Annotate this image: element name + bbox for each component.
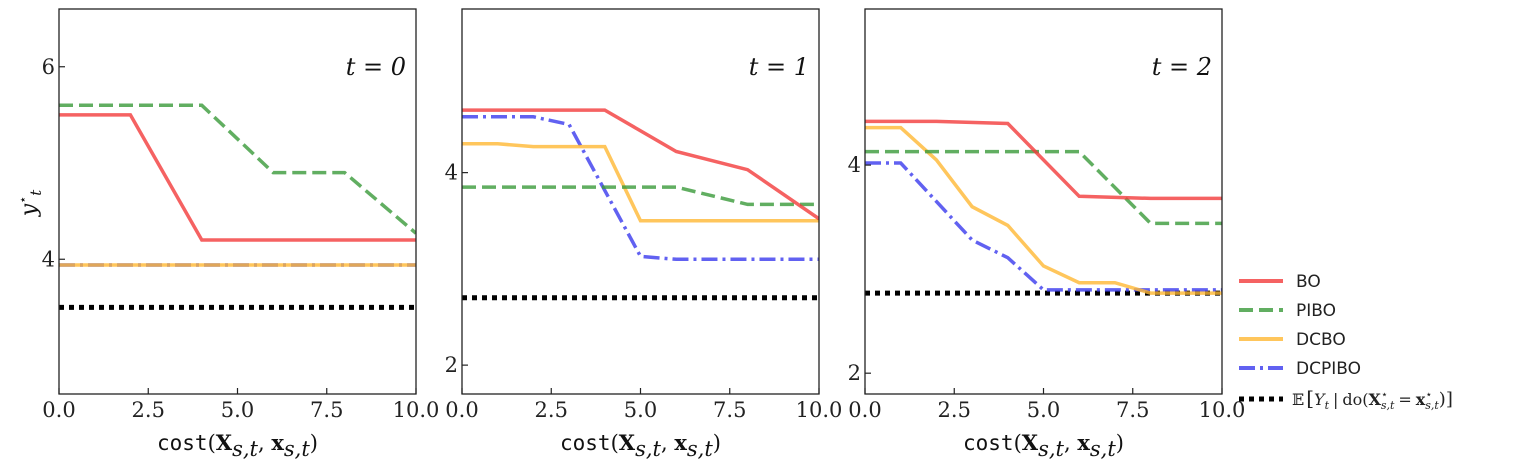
x-axis-label: cost(Xs,t, xs,t) [963,430,1124,461]
y-tick-label: 6 [42,55,55,79]
series-line-pibo [462,185,819,207]
x-tick-label: 5.0 [624,398,657,422]
series-line-pibo [59,103,416,235]
series-line-pibo [865,149,1222,226]
legend-label-dcpibo: DCPIBO [1296,359,1361,379]
legend-label-pibo: PIBO [1296,301,1336,321]
x-axis-label: cost(Xs,t, xs,t) [157,430,318,461]
y-tick-label: 4 [848,153,861,177]
series-line-bo [462,108,819,221]
series-line-dcpibo [865,161,1222,292]
panel-t1: 0.0 2.5 5.0 7.5 10.0 2 4 t = 1 cost(Xs,t, xs,t) [445,8,843,461]
legend: BO PIBO DCBO DCPIBO 𝔼 [Yt | do(X⋆ s,t = x⋆ s,t)… [1239,272,1453,412]
panel-annotation: t = 2 [1152,53,1212,81]
series-line-dcbo [865,125,1222,295]
x-tick-label: 2.5 [535,398,568,422]
y-tick-label: 4 [42,247,55,271]
x-tick-label: 7.5 [713,398,746,422]
x-tick-label: 10.0 [796,398,843,422]
panel-t2: 0.0 2.5 5.0 7.5 10.0 2 4 t = 2 cost(Xs,t, xs,t) [848,8,1246,461]
x-tick-label: 7.5 [1116,398,1149,422]
series-line-dcbo [462,142,819,223]
x-tick-label: 2.5 [938,398,971,422]
x-tick-label: 2.5 [132,398,165,422]
legend-label-dcbo: DCBO [1296,330,1346,350]
series-line-dcpibo [462,115,819,262]
x-tick-label: 0.0 [848,398,881,422]
y-tick-label: 4 [445,161,458,185]
series-line-bo [865,119,1222,201]
x-tick-label: 5.0 [1027,398,1060,422]
panel-annotation: t = 0 [346,53,406,81]
x-tick-label: 5.0 [221,398,254,422]
x-tick-label: 0.0 [445,398,478,422]
x-tick-label: 10.0 [1199,398,1246,422]
y-axis-label: y⋆t [16,189,45,218]
x-axis-label: cost(Xs,t, xs,t) [560,430,721,461]
x-tick-label: 10.0 [393,398,440,422]
y-tick-label: 2 [848,361,861,385]
panel-annotation: t = 1 [749,53,809,81]
legend-label-expectation: 𝔼 [Yt | do(X⋆ s,t = x⋆ s,t)] [1292,386,1453,412]
x-tick-label: 7.5 [310,398,343,422]
panel-t0: 0.0 2.5 5.0 7.5 10.0 4 6 t = 0 cost(Xs,t, xs,t) [42,8,440,461]
legend-label-bo: BO [1296,272,1321,292]
x-tick-label: 0.0 [42,398,75,422]
y-tick-label: 2 [445,353,458,377]
series-line-bo [59,113,416,242]
